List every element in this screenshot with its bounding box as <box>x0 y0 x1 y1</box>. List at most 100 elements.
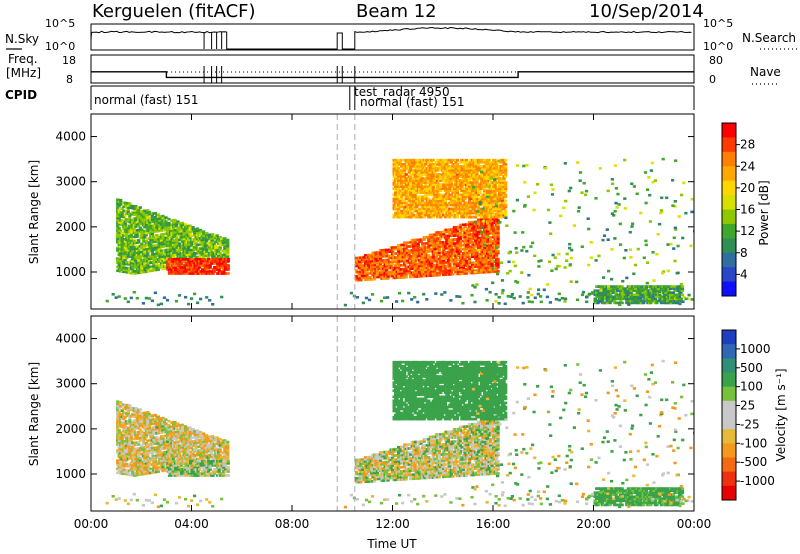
power-cell <box>174 224 179 228</box>
power-cell <box>437 251 441 254</box>
power-cell <box>613 164 617 167</box>
power-cell <box>217 270 221 273</box>
power-cell <box>479 258 484 262</box>
power-cell <box>466 207 470 211</box>
power-cell <box>437 239 441 242</box>
power-cell <box>498 195 502 199</box>
power-cell <box>120 231 124 235</box>
power-cell <box>166 264 170 267</box>
power-cell <box>446 234 450 238</box>
power-cell <box>138 216 142 219</box>
power-cell <box>489 191 493 194</box>
power-cell <box>210 260 214 263</box>
power-cell <box>427 250 431 253</box>
power-cell <box>226 254 230 258</box>
power-cell <box>211 251 215 254</box>
power-cell <box>458 262 462 265</box>
power-cell <box>147 241 151 244</box>
power-cell <box>413 173 417 176</box>
power-cell <box>496 237 500 241</box>
power-cell <box>211 272 215 275</box>
nave-label: Nave <box>750 65 781 79</box>
power-cell <box>116 206 120 210</box>
power-cell <box>146 215 150 218</box>
power-cell <box>134 205 138 208</box>
power-cell <box>455 195 459 199</box>
power-cell <box>422 244 426 247</box>
power-cell <box>401 251 405 255</box>
power-cell <box>418 248 422 252</box>
power-cell <box>397 249 401 253</box>
power-cell <box>454 256 458 260</box>
power-cell <box>415 205 419 209</box>
power-cell <box>476 265 481 268</box>
power-cell <box>143 213 147 217</box>
power-cell <box>132 254 136 257</box>
power-cell <box>159 249 163 253</box>
power-cell <box>458 223 462 227</box>
power-cell <box>493 183 497 186</box>
power-cell <box>490 211 494 215</box>
power-cell <box>392 248 396 251</box>
power-cell <box>498 207 502 211</box>
power-cell <box>407 261 411 265</box>
power-cell <box>638 287 642 290</box>
power-cell <box>161 253 165 256</box>
power-cell <box>191 226 195 229</box>
power-cell <box>158 243 162 247</box>
power-cell <box>493 260 497 263</box>
power-cell <box>365 266 369 269</box>
power-cell <box>401 193 405 197</box>
power-cell <box>413 267 417 270</box>
power-cell <box>418 254 422 258</box>
power-cell <box>161 226 165 230</box>
power-cell <box>193 234 197 237</box>
power-cell <box>397 262 401 265</box>
power-cell <box>469 235 473 238</box>
power-cell <box>158 247 162 251</box>
power-cell <box>486 185 490 188</box>
power-cell <box>481 244 485 248</box>
power-cell <box>673 285 677 288</box>
power-cell <box>185 253 189 257</box>
power-cell <box>430 173 434 176</box>
power-cell <box>392 197 396 201</box>
power-cell <box>475 185 479 188</box>
power-cell <box>551 188 555 191</box>
power-cell <box>140 254 144 258</box>
power-cell <box>419 209 423 213</box>
power-cell <box>135 221 139 224</box>
power-cell <box>166 262 170 265</box>
power-cell <box>662 293 666 297</box>
power-cell <box>383 261 387 264</box>
power-cell <box>504 165 508 168</box>
power-cell <box>366 278 371 281</box>
power-cell <box>437 161 441 164</box>
power-cell <box>209 247 213 251</box>
power-cell <box>392 161 396 164</box>
power-cell <box>425 169 429 172</box>
power-cell <box>205 264 209 267</box>
power-cell <box>371 273 375 277</box>
power-cell <box>479 224 484 227</box>
power-cell <box>457 199 461 203</box>
power-cell <box>442 185 446 188</box>
power-cell <box>194 239 198 243</box>
power-cell <box>416 197 420 201</box>
power-cell <box>392 268 396 272</box>
power-cell <box>611 291 615 294</box>
power-cell <box>143 268 147 272</box>
power-cell <box>651 180 655 184</box>
power-cell <box>122 215 126 219</box>
power-cell <box>155 225 159 229</box>
power-cell <box>496 219 500 222</box>
power-cell <box>132 258 136 261</box>
power-cell <box>173 268 178 271</box>
power-cell <box>208 270 212 273</box>
power-cell <box>470 205 475 209</box>
power-cell <box>486 165 490 168</box>
power-cell <box>188 228 192 232</box>
power-cell <box>425 242 429 245</box>
power-cell <box>385 250 389 254</box>
power-cell <box>194 241 198 245</box>
